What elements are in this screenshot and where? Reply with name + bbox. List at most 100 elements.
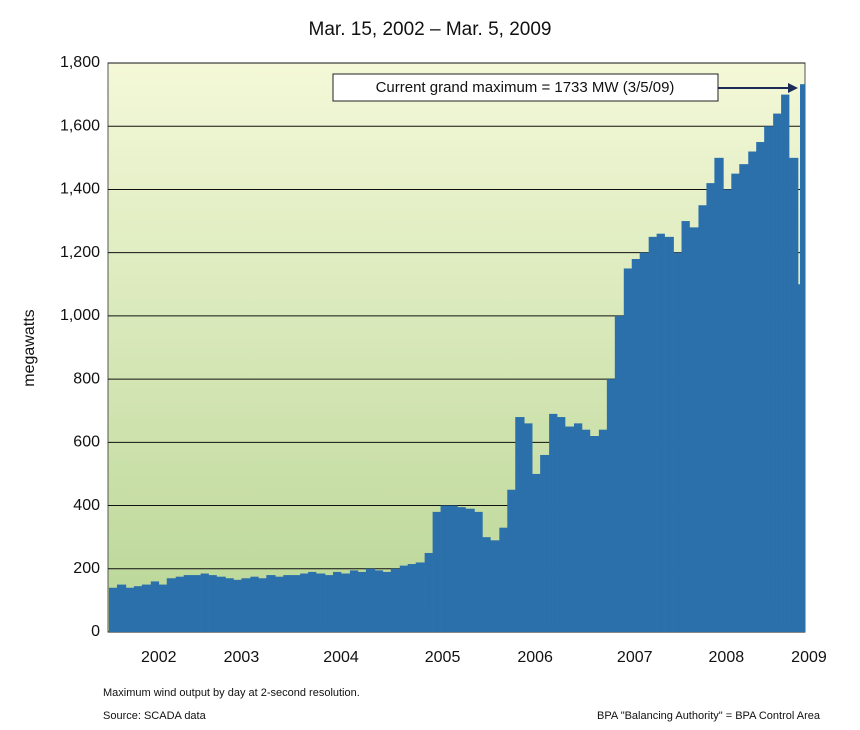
bar xyxy=(581,429,591,632)
x-tick-label: 2004 xyxy=(323,649,359,666)
bar xyxy=(648,236,657,632)
annotation-box xyxy=(332,73,719,102)
bar xyxy=(524,423,533,632)
bar xyxy=(374,570,384,632)
x-tick-label: 2002 xyxy=(141,649,177,666)
bar xyxy=(457,507,466,632)
bar xyxy=(565,426,575,632)
y-tick-label: 1,200 xyxy=(60,244,100,261)
bar xyxy=(365,568,376,632)
source: Source: SCADA data xyxy=(103,710,207,722)
bar xyxy=(333,571,342,632)
bar xyxy=(714,157,724,633)
bar xyxy=(424,552,433,632)
bar xyxy=(399,565,409,632)
bar xyxy=(415,562,425,632)
x-tick-label: 2007 xyxy=(617,649,653,666)
bar xyxy=(598,429,608,632)
bar xyxy=(706,183,715,632)
bar xyxy=(108,587,118,632)
bar xyxy=(781,94,790,633)
bar xyxy=(773,113,782,633)
y-tick-label: 200 xyxy=(73,560,100,577)
bar xyxy=(432,511,441,632)
bar xyxy=(631,258,641,632)
y-tick-label: 0 xyxy=(91,623,100,640)
bar xyxy=(440,505,450,632)
bar xyxy=(225,578,234,632)
bar xyxy=(449,505,458,632)
bar xyxy=(125,587,135,632)
bar xyxy=(308,571,317,632)
x-tick-label: 2003 xyxy=(224,649,260,666)
y-tick-label: 1,400 xyxy=(60,181,100,198)
bar xyxy=(549,413,558,632)
bar xyxy=(698,205,707,632)
bar xyxy=(540,454,550,632)
bar xyxy=(266,575,276,632)
arrow-head xyxy=(788,83,798,93)
bar xyxy=(689,227,699,632)
x-tick-label: 2006 xyxy=(517,649,553,666)
bar xyxy=(656,233,665,632)
bar xyxy=(465,508,475,632)
bar xyxy=(316,573,326,632)
bar xyxy=(573,423,583,632)
bar xyxy=(639,252,649,632)
bar xyxy=(764,126,774,632)
bar xyxy=(673,252,682,632)
bar xyxy=(557,417,566,632)
bar xyxy=(623,268,633,632)
bar xyxy=(800,84,806,632)
bar xyxy=(241,578,251,632)
bar xyxy=(208,575,217,632)
note: Maximum wind output by day at 2-second r… xyxy=(103,687,360,699)
bar xyxy=(133,586,143,632)
bar xyxy=(731,173,740,632)
bar xyxy=(275,576,284,632)
bar xyxy=(756,142,765,632)
bar xyxy=(532,473,541,632)
bar xyxy=(798,284,801,632)
bar xyxy=(515,417,525,632)
bar xyxy=(390,568,401,632)
bar xyxy=(382,571,392,632)
bar xyxy=(150,581,160,632)
bar xyxy=(191,575,201,632)
y-tick-label: 1,600 xyxy=(60,117,100,134)
y-tick-label: 1,800 xyxy=(60,54,100,71)
bar xyxy=(664,236,674,632)
y-tick-label: 800 xyxy=(73,370,100,387)
bar xyxy=(325,575,334,632)
x-tick-label: 2008 xyxy=(709,649,745,666)
bar xyxy=(349,570,359,632)
bar xyxy=(606,379,616,632)
bar xyxy=(507,489,516,632)
bar xyxy=(250,576,259,632)
bar xyxy=(681,221,690,633)
bar xyxy=(357,571,367,632)
x-tick-label: 2009 xyxy=(791,649,827,666)
y-tick-label: 1,000 xyxy=(60,307,100,324)
bar xyxy=(233,579,242,632)
y-axis-label: megawatts xyxy=(21,309,38,386)
bar xyxy=(789,157,799,633)
y-tick-label: 400 xyxy=(73,497,100,514)
bar xyxy=(283,575,292,632)
bar xyxy=(216,576,226,632)
bar xyxy=(490,540,500,632)
bar xyxy=(183,575,192,632)
bar xyxy=(291,575,301,632)
bar xyxy=(141,584,152,632)
bars xyxy=(108,84,806,633)
bar xyxy=(499,527,508,632)
bar xyxy=(614,315,625,632)
bar xyxy=(200,573,209,632)
y-tick-label: 600 xyxy=(73,434,100,451)
bar xyxy=(158,584,168,632)
bar xyxy=(474,511,483,632)
bar xyxy=(482,537,491,632)
bar xyxy=(407,564,416,632)
annotation: Current grand maximum = 1733 MW (3/5/09) xyxy=(376,79,675,96)
